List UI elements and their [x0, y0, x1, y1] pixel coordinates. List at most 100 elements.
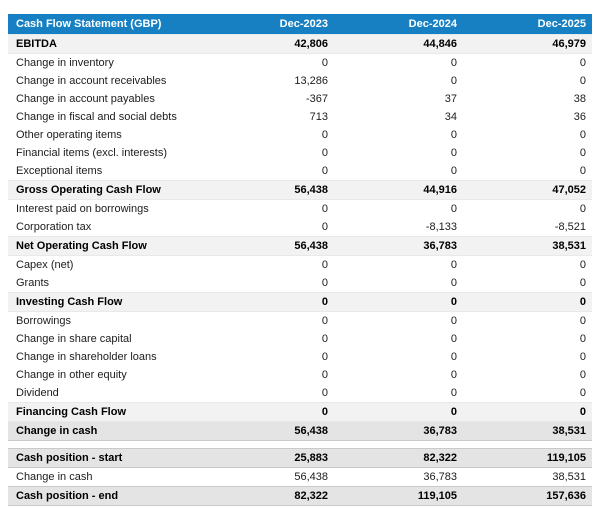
row-value: 0	[463, 53, 592, 72]
row-value: 0	[334, 144, 463, 162]
spacer-row	[8, 440, 592, 449]
row-label: Cash position - end	[8, 486, 205, 506]
row-label: Change in cash	[8, 421, 205, 441]
row-value: 34	[334, 108, 463, 126]
row-value: 36	[463, 108, 592, 126]
row-value: 0	[463, 292, 592, 312]
table-row: Dividend 0 0 0	[8, 384, 592, 403]
row-value: 0	[205, 292, 334, 312]
row-value: -8,133	[334, 218, 463, 237]
table-row: Change in share capital 0 0 0	[8, 330, 592, 348]
row-value: 0	[205, 218, 334, 237]
row-value: 0	[334, 199, 463, 218]
row-value: 56,438	[205, 467, 334, 487]
main-rows-section: EBITDA 42,806 44,846 46,979 Change in in…	[8, 34, 592, 441]
table-row: Change in account payables -367 37 38	[8, 90, 592, 108]
row-value: 0	[463, 348, 592, 366]
table-row: Change in cash 56,438 36,783 38,531	[8, 467, 592, 487]
row-value: 0	[205, 274, 334, 293]
row-value: 0	[463, 274, 592, 293]
row-value: 82,322	[334, 448, 463, 468]
row-value: 56,438	[205, 421, 334, 441]
row-value: 44,846	[334, 34, 463, 54]
row-value: 46,979	[463, 34, 592, 54]
cash-flow-statement: Cash Flow Statement (GBP) Dec-2023 Dec-2…	[8, 14, 592, 506]
row-value: 56,438	[205, 236, 334, 256]
row-label: Grants	[8, 274, 205, 293]
table-row: EBITDA 42,806 44,846 46,979	[8, 34, 592, 54]
row-value: 37	[334, 90, 463, 108]
section-spacer	[8, 440, 592, 449]
row-value: 0	[334, 53, 463, 72]
table-row: Change in cash 56,438 36,783 38,531	[8, 421, 592, 441]
row-value: 38,531	[463, 236, 592, 256]
table-row: Cash position - start 25,883 82,322 119,…	[8, 448, 592, 468]
cash-position-section: Cash position - start 25,883 82,322 119,…	[8, 448, 592, 506]
row-value: 13,286	[205, 72, 334, 90]
row-value: 0	[334, 274, 463, 293]
row-value: 0	[334, 366, 463, 384]
row-value: 0	[334, 330, 463, 348]
row-value: 0	[334, 72, 463, 90]
row-value: 0	[334, 292, 463, 312]
row-value: 0	[334, 255, 463, 274]
row-label: Financing Cash Flow	[8, 402, 205, 422]
row-label: Investing Cash Flow	[8, 292, 205, 312]
row-value: 0	[334, 126, 463, 144]
row-value: 0	[205, 255, 334, 274]
row-value: 36,783	[334, 421, 463, 441]
row-value: 0	[334, 402, 463, 422]
table-row: Change in fiscal and social debts 713 34…	[8, 108, 592, 126]
row-value: -8,521	[463, 218, 592, 237]
row-value: 0	[205, 330, 334, 348]
row-value: 0	[205, 53, 334, 72]
row-label: Interest paid on borrowings	[8, 199, 205, 218]
row-value: 0	[205, 126, 334, 144]
row-label: Change in account payables	[8, 90, 205, 108]
column-header-dec-2025: Dec-2025	[463, 14, 592, 35]
row-value: 119,105	[463, 448, 592, 468]
row-value: 42,806	[205, 34, 334, 54]
row-value: 36,783	[334, 467, 463, 487]
row-label: Cash position - start	[8, 448, 205, 468]
row-label: Change in shareholder loans	[8, 348, 205, 366]
row-value: 0	[205, 366, 334, 384]
row-value: 38,531	[463, 467, 592, 487]
table-row: Financing Cash Flow 0 0 0	[8, 402, 592, 422]
row-label: Change in fiscal and social debts	[8, 108, 205, 126]
row-value: 0	[463, 162, 592, 181]
row-value: 0	[463, 384, 592, 403]
row-label: Change in other equity	[8, 366, 205, 384]
row-value: 0	[463, 126, 592, 144]
table-title: Cash Flow Statement (GBP)	[8, 14, 205, 35]
row-value: 0	[205, 144, 334, 162]
table-row: Other operating items 0 0 0	[8, 126, 592, 144]
table-row: Change in inventory 0 0 0	[8, 53, 592, 72]
row-value: 0	[205, 162, 334, 181]
row-value: 0	[334, 162, 463, 181]
row-value: 0	[463, 199, 592, 218]
row-label: Change in share capital	[8, 330, 205, 348]
row-value: 0	[463, 72, 592, 90]
row-value: 0	[463, 402, 592, 422]
row-value: 157,636	[463, 486, 592, 506]
row-value: 38,531	[463, 421, 592, 441]
cash-flow-table: Cash Flow Statement (GBP) Dec-2023 Dec-2…	[8, 14, 592, 506]
table-row: Exceptional items 0 0 0	[8, 162, 592, 181]
table-row: Interest paid on borrowings 0 0 0	[8, 199, 592, 218]
row-value: 0	[463, 366, 592, 384]
row-value: 36,783	[334, 236, 463, 256]
row-value: 0	[205, 384, 334, 403]
row-value: 0	[463, 330, 592, 348]
row-label: Gross Operating Cash Flow	[8, 180, 205, 200]
row-label: Other operating items	[8, 126, 205, 144]
row-value: 82,322	[205, 486, 334, 506]
table-row: Change in other equity 0 0 0	[8, 366, 592, 384]
row-value: 119,105	[334, 486, 463, 506]
row-label: Net Operating Cash Flow	[8, 236, 205, 256]
row-value: 0	[463, 255, 592, 274]
row-value: 713	[205, 108, 334, 126]
table-row: Gross Operating Cash Flow 56,438 44,916 …	[8, 180, 592, 200]
table-row: Change in shareholder loans 0 0 0	[8, 348, 592, 366]
row-value: 0	[334, 384, 463, 403]
